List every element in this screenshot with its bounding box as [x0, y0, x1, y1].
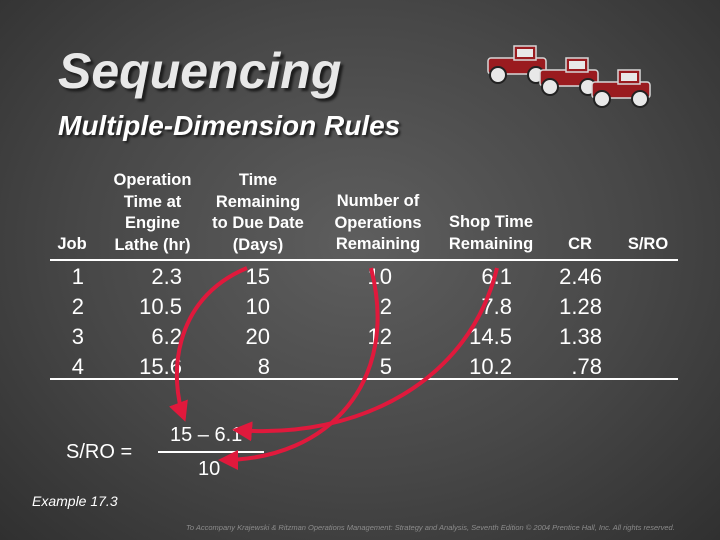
- fraction-bar: [158, 451, 264, 453]
- sro-numerator: 15 – 6.1: [170, 424, 243, 446]
- header-operation-time: Operation Time at Engine Lathe (hr): [113, 171, 192, 254]
- car-1: [487, 45, 547, 84]
- header-cr: CR: [568, 235, 592, 253]
- sro-denominator: 10: [198, 458, 221, 480]
- header-job: Job: [57, 235, 87, 253]
- car-3: [591, 69, 651, 108]
- column-shop-time: 6.1 7.8 14.5 10.2: [469, 264, 512, 379]
- header-shop-time: Shop Time Remaining: [448, 213, 534, 253]
- bottom-rule: [50, 378, 678, 380]
- header-sro: S/RO: [627, 235, 669, 253]
- header-time-remaining: Time Remaining to Due Date (Days): [212, 171, 304, 254]
- car-2: [539, 57, 599, 96]
- copyright-footer: To Accompany Krajewski & Ritzman Operati…: [186, 523, 675, 532]
- column-number-of-operations: 10 2 12 5: [367, 264, 392, 379]
- vintage-cars-icon: [487, 45, 651, 108]
- sro-formula-label: S/RO =: [66, 441, 133, 463]
- column-cr: 2.46 1.28 1.38 .78: [559, 264, 602, 379]
- slide-title: Sequencing: [58, 43, 342, 99]
- example-label: Example 17.3: [32, 493, 118, 509]
- column-operation-time: 2.3 10.5 6.2 15.6: [139, 264, 182, 379]
- column-time-remaining: 15 10 20 8: [245, 264, 270, 379]
- slide-subtitle: Multiple-Dimension Rules: [58, 110, 401, 141]
- column-job: 1 2 3 4: [71, 264, 84, 379]
- header-rule: [50, 259, 678, 261]
- header-number-of-operations: Number of Operations Remaining: [334, 192, 422, 253]
